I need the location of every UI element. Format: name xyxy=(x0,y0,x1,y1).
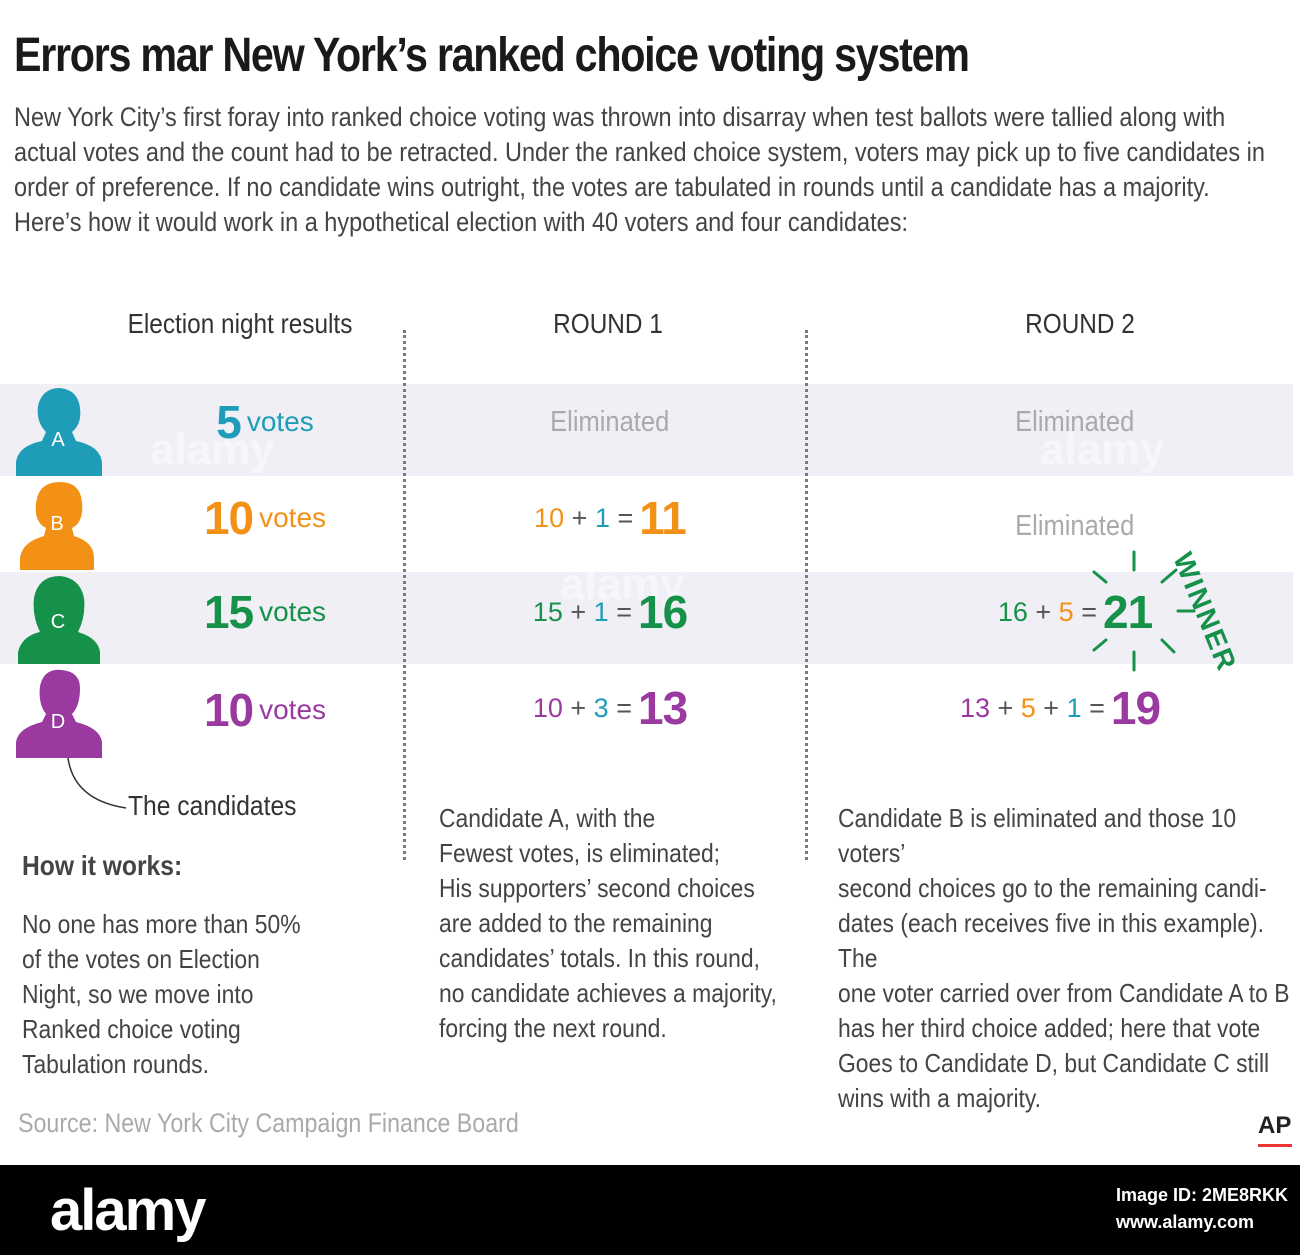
total-votes: 21 xyxy=(1102,586,1153,638)
text-line: wins with a majority. xyxy=(838,1083,1042,1113)
text-line: one voter carried over from Candidate A … xyxy=(838,978,1290,1008)
vote-count: 15 xyxy=(203,586,254,638)
added-votes: 5 xyxy=(1058,596,1074,627)
candidates-label: The candidates xyxy=(128,790,297,821)
vote-unit: votes xyxy=(259,694,327,725)
column-divider-1 xyxy=(403,330,406,860)
total-votes: 16 xyxy=(637,586,688,638)
candidate-d-avatar: D xyxy=(16,669,102,758)
vote-unit: votes xyxy=(259,502,327,533)
candidate-c-round2: 16 + 5 = 21 xyxy=(997,586,1153,638)
row-band-a xyxy=(0,384,1293,476)
text-line: Candidate B is eliminated and those 10 v… xyxy=(838,803,1237,868)
text-line: Tabulation rounds. xyxy=(22,1049,209,1079)
vote-count: 10 xyxy=(203,492,254,544)
column-heading-election-night: Election night results xyxy=(127,308,353,339)
alamy-logo: alamy xyxy=(50,1178,206,1243)
candidate-d-round2: 13 + 5 + 1 = 19 xyxy=(959,682,1161,734)
watermark: alamy xyxy=(1040,425,1165,474)
page-title: Errors mar New York’s ranked choice voti… xyxy=(14,29,970,82)
added-votes: 5 xyxy=(1020,692,1036,723)
text-line: of the votes on Election xyxy=(22,944,260,974)
avatar-letter: D xyxy=(51,711,65,733)
candidate-d-night-votes: 10 votes xyxy=(150,664,380,756)
text-line: no candidate achieves a majority, xyxy=(439,978,777,1008)
text-line: No one has more than 50% xyxy=(22,909,301,939)
added-votes: 1 xyxy=(593,596,609,627)
added-votes: 1 xyxy=(594,502,610,533)
candidate-b-round1: 10 + 1 = 11 xyxy=(534,492,687,544)
text-line: forcing the next round. xyxy=(439,1013,667,1043)
candidate-a-night-votes: 5 votes xyxy=(150,376,380,468)
avatar-letter: A xyxy=(51,429,65,451)
eliminated-label: Eliminated xyxy=(1015,509,1135,542)
eliminated-label: Eliminated xyxy=(550,405,670,438)
text-line: second choices go to the remaining candi… xyxy=(838,873,1267,903)
text-line: Night, so we move into xyxy=(22,979,254,1009)
eliminated-label: Eliminated xyxy=(1015,405,1135,438)
total-votes: 11 xyxy=(639,492,687,544)
stock-footer-bar xyxy=(0,1165,1300,1255)
candidate-d-round1: 10 + 3 = 13 xyxy=(532,682,688,734)
base-votes: 16 xyxy=(997,596,1028,627)
base-votes: 10 xyxy=(532,692,563,723)
how-it-works-heading: How it works: xyxy=(22,850,183,881)
avatar-letter: B xyxy=(50,513,63,535)
candidates-callout-line xyxy=(67,757,127,809)
column-divider-2 xyxy=(805,330,808,860)
round2-explanation: Candidate B is eliminated and those 10 v… xyxy=(838,801,1296,1116)
candidate-a-round2: Eliminated xyxy=(925,376,1225,468)
base-votes: 10 xyxy=(534,502,565,533)
candidate-b-avatar: B xyxy=(20,482,94,570)
candidate-c-night-votes: 15 votes xyxy=(150,566,380,658)
watermark: alamy xyxy=(560,560,685,609)
watermark: alamy xyxy=(150,425,275,474)
stock-url: www.alamy.com xyxy=(1116,1212,1255,1232)
ap-logo-underline xyxy=(1258,1144,1292,1147)
added-votes: 1 xyxy=(1066,692,1082,723)
candidate-c-round1: 15 + 1 = 16 xyxy=(532,586,688,638)
text-line: Candidate A, with the xyxy=(439,803,656,833)
text-line: Goes to Candidate D, but Candidate C sti… xyxy=(838,1048,1270,1078)
total-votes: 19 xyxy=(1110,682,1161,734)
intro-text: New York City’s first foray into ranked … xyxy=(14,102,1265,237)
base-votes: 13 xyxy=(959,692,990,723)
winner-burst-icon xyxy=(1092,550,1196,672)
text-line: has her third choice added; here that vo… xyxy=(838,1013,1261,1043)
candidate-b-night-votes: 10 votes xyxy=(150,472,380,564)
column-heading-round-2: ROUND 2 xyxy=(1025,308,1135,339)
text-line: His supporters’ second choices xyxy=(439,873,755,903)
vote-unit: votes xyxy=(259,596,327,627)
source-note: Source: New York City Campaign Finance B… xyxy=(18,1108,519,1138)
vote-count: 10 xyxy=(203,684,254,736)
column-heading-round-1: ROUND 1 xyxy=(553,308,663,339)
added-votes: 3 xyxy=(593,692,609,723)
text-line: dates (each receives five in this exampl… xyxy=(838,908,1265,973)
image-id: Image ID: 2ME8RKK xyxy=(1116,1185,1289,1205)
text-line: are added to the remaining xyxy=(439,908,713,938)
candidate-c-avatar: C xyxy=(18,576,100,664)
text-line: Ranked choice voting xyxy=(22,1014,241,1044)
text-line: candidates’ totals. In this round, xyxy=(439,943,760,973)
how-it-works-text: No one has more than 50% of the votes on… xyxy=(22,907,304,1082)
row-band-c xyxy=(0,572,1293,664)
avatar-letter: C xyxy=(51,611,65,633)
total-votes: 13 xyxy=(637,682,688,734)
ap-logo: AP xyxy=(1258,1112,1292,1139)
base-votes: 15 xyxy=(532,596,563,627)
candidate-b-round2: Eliminated xyxy=(925,480,1225,572)
candidate-a-avatar: A xyxy=(16,388,102,476)
text-line: Fewest votes, is eliminated; xyxy=(439,838,721,868)
vote-count: 5 xyxy=(216,396,242,448)
candidate-a-round1: Eliminated xyxy=(460,376,760,468)
round1-explanation: Candidate A, with the Fewest votes, is e… xyxy=(439,801,791,1046)
vote-unit: votes xyxy=(246,406,314,437)
